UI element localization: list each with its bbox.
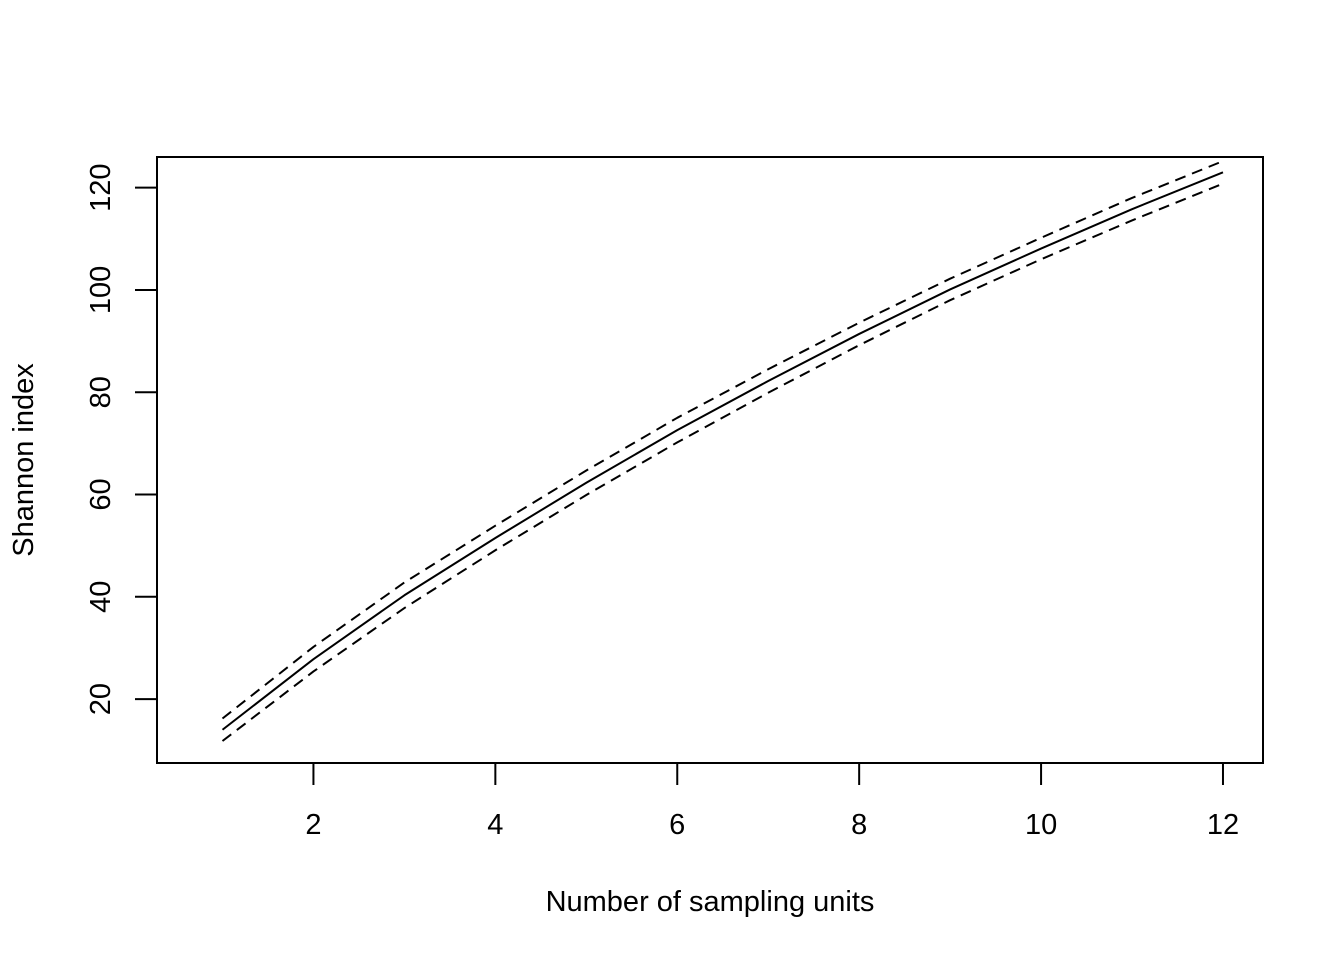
x-axis: 2 4 6 8 10 12 <box>305 762 1239 841</box>
y-tick-label: 40 <box>85 581 117 613</box>
y-axis: 20 40 60 80 100 120 <box>85 163 158 715</box>
y-tick-label: 80 <box>85 376 117 408</box>
y-tick-label: 60 <box>85 478 117 510</box>
series-line-upper-bound <box>221 160 1224 720</box>
series-line-estimate <box>221 171 1224 731</box>
series-line-lower-bound <box>221 182 1224 742</box>
x-tick-label: 12 <box>1207 809 1239 841</box>
plot-frame <box>156 156 1264 764</box>
y-tick-label: 100 <box>85 266 117 314</box>
series-layer <box>221 160 1224 742</box>
y-tick-label: 20 <box>85 683 117 715</box>
x-tick-label: 6 <box>669 809 685 841</box>
y-axis-label: Shannon index <box>8 363 40 557</box>
y-tick-label: 120 <box>85 163 117 211</box>
x-tick-label: 10 <box>1025 809 1057 841</box>
x-tick-label: 2 <box>305 809 321 841</box>
x-tick-label: 4 <box>487 809 503 841</box>
x-tick-label: 8 <box>851 809 867 841</box>
x-axis-label: Number of sampling units <box>546 886 875 918</box>
